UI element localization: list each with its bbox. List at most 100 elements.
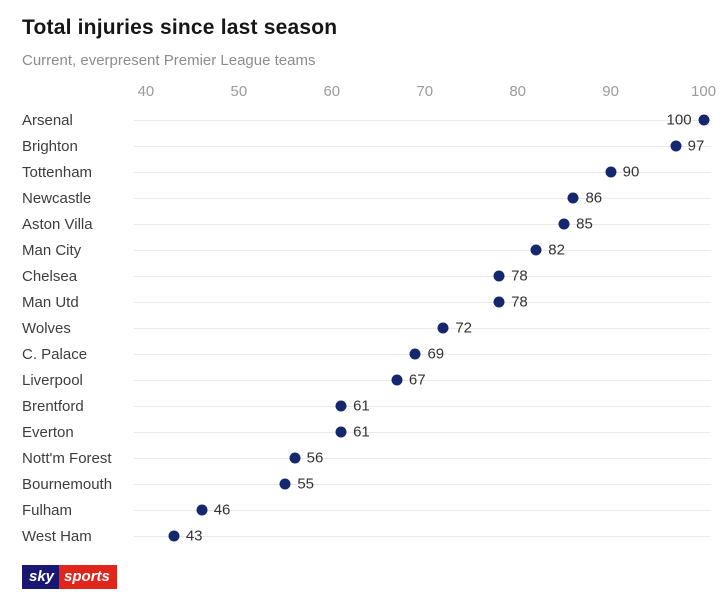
sky-sports-logo: sky sports (22, 565, 117, 589)
team-label: C. Palace (22, 345, 88, 363)
team-row: Chelsea 78 (22, 263, 711, 289)
value-label: 56 (306, 449, 324, 467)
x-axis-tick: 60 (323, 83, 341, 100)
team-row: Newcastle 86 (22, 185, 711, 211)
value-label: 90 (622, 163, 640, 181)
value-label: 78 (511, 293, 528, 311)
row-plot: 46 (132, 497, 711, 523)
row-plot: 86 (132, 185, 711, 211)
value-label: 78 (511, 267, 528, 285)
team-row: Wolves 72 (22, 315, 711, 341)
row-plot: 97 (132, 133, 711, 159)
x-axis-tick: 100 (691, 83, 717, 100)
data-point-dot (335, 400, 347, 412)
data-point-dot (289, 452, 301, 464)
team-label: Wolves (22, 319, 71, 337)
team-row: Brighton 97 (22, 133, 711, 159)
value-label: 85 (576, 215, 593, 233)
team-row: Man Utd 78 (22, 289, 711, 315)
team-row: Aston Villa 85 (22, 211, 711, 237)
team-label: Aston Villa (22, 215, 93, 233)
team-label: Brighton (22, 137, 78, 155)
page-subtitle: Current, everpresent Premier League team… (22, 52, 316, 69)
team-row: West Ham 43 (22, 523, 711, 549)
data-point-dot (567, 192, 579, 204)
team-label: Chelsea (22, 267, 78, 285)
data-point-dot (493, 270, 505, 282)
value-label: 100 (666, 111, 692, 129)
team-label: Man Utd (22, 293, 79, 311)
team-row: Arsenal 100 (22, 107, 711, 133)
value-label: 55 (297, 475, 315, 493)
data-point-dot (168, 530, 180, 542)
team-label: Fulham (22, 501, 73, 519)
page-title: Total injuries since last season (22, 16, 338, 39)
x-axis: 40 50 60 70 80 90 100 (132, 81, 716, 107)
team-label: Newcastle (22, 189, 92, 207)
team-row: C. Palace 69 (22, 341, 711, 367)
axis-spacer (22, 81, 132, 107)
team-row: Everton 61 (22, 419, 711, 445)
row-plot: 61 (132, 393, 711, 419)
data-point-dot (605, 166, 617, 178)
team-row: Liverpool 67 (22, 367, 711, 393)
team-label: Arsenal (22, 111, 73, 129)
team-row: Nott'm Forest 56 (22, 445, 711, 471)
row-plot: 67 (132, 367, 711, 393)
team-label: Man City (22, 241, 82, 259)
row-plot: 100 (132, 107, 711, 133)
team-label: Nott'm Forest (22, 449, 112, 467)
data-point-dot (530, 244, 542, 256)
row-plot: 85 (132, 211, 711, 237)
value-label: 43 (185, 527, 203, 545)
team-label: Bournemouth (22, 475, 113, 493)
row-plot: 78 (132, 289, 711, 315)
team-label: Tottenham (22, 163, 93, 181)
value-label: 82 (548, 241, 565, 259)
team-label: Brentford (22, 397, 84, 415)
data-point-dot (698, 114, 710, 126)
x-axis-tick: 70 (416, 83, 434, 100)
row-plot: 69 (132, 341, 711, 367)
row-plot: 61 (132, 419, 711, 445)
data-point-dot (335, 426, 347, 438)
data-point-dot (196, 504, 208, 516)
value-label: 86 (585, 189, 603, 207)
data-point-dot (409, 348, 421, 360)
x-axis-tick: 80 (509, 83, 527, 100)
value-label: 46 (213, 501, 231, 519)
value-label: 61 (353, 423, 370, 441)
row-plot: 55 (132, 471, 711, 497)
injuries-dot-plot: 40 50 60 70 80 90 100 Arsenal 100 Brighton 97 Tott… (22, 81, 716, 549)
x-axis-tick: 50 (230, 83, 248, 100)
team-row: Man City 82 (22, 237, 711, 263)
data-point-dot (558, 218, 570, 230)
row-plot: 82 (132, 237, 711, 263)
value-label: 97 (687, 137, 705, 155)
team-label: West Ham (22, 527, 92, 545)
data-point-dot (493, 296, 505, 308)
value-label: 69 (427, 345, 445, 363)
data-point-dot (670, 140, 682, 152)
value-label: 72 (455, 319, 473, 337)
row-plot: 72 (132, 315, 711, 341)
value-label: 61 (353, 397, 370, 415)
row-plot: 56 (132, 445, 711, 471)
team-row: Brentford 61 (22, 393, 711, 419)
team-label: Liverpool (22, 371, 83, 389)
row-plot: 43 (132, 523, 711, 549)
chart-rows: Arsenal 100 Brighton 97 Tottenham 90 Newcastle… (22, 107, 711, 549)
x-axis-tick: 90 (602, 83, 619, 100)
data-point-dot (437, 322, 449, 334)
data-point-dot (391, 374, 403, 386)
row-plot: 78 (132, 263, 711, 289)
team-label: Everton (22, 423, 74, 441)
data-point-dot (279, 478, 291, 490)
team-row: Tottenham 90 (22, 159, 711, 185)
team-row: Fulham 46 (22, 497, 711, 523)
sky-logo-text: sky (22, 565, 60, 589)
sports-logo-text: sports (59, 565, 117, 589)
x-axis-row: 40 50 60 70 80 90 100 (22, 81, 716, 107)
value-label: 67 (408, 371, 426, 389)
